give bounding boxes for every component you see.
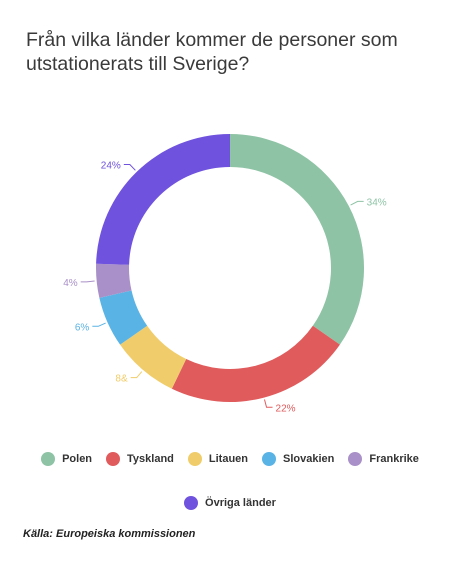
legend-label-ovriga-lander: Övriga länder	[205, 497, 276, 509]
donut-slice-tyskland[interactable]	[171, 325, 340, 402]
leader-line-litauen	[130, 371, 143, 379]
data-label-frankrike: 4%	[63, 278, 78, 289]
legend-label-polen: Polen	[62, 453, 93, 465]
donut-slice-ovriga-lander[interactable]	[96, 134, 230, 265]
legend-item-frankrike[interactable]: Frankrike	[348, 451, 419, 467]
leader-line-polen	[350, 200, 364, 206]
donut-slice-slovakien[interactable]	[99, 290, 148, 345]
leader-line-slovakien	[92, 322, 106, 327]
chart-title: Från vilka länder kommer de personer som…	[26, 29, 398, 75]
data-label-polen: 34%	[367, 197, 387, 208]
legend-swatch-tyskland	[106, 452, 121, 466]
legend-swatch-polen	[41, 452, 56, 466]
donut-slice-litauen[interactable]	[120, 325, 187, 389]
leader-line-tyskland	[264, 399, 273, 408]
legend-item-ovriga-lander[interactable]: Övriga länder	[184, 495, 276, 511]
legend-item-tyskland[interactable]: Tyskland	[106, 451, 174, 467]
legend-swatch-frankrike	[348, 452, 363, 466]
legend-swatch-ovriga-lander	[184, 496, 199, 510]
donut-slice-polen[interactable]	[230, 134, 364, 345]
data-label-ovriga-lander: 24%	[101, 161, 121, 172]
legend-label-litauen: Litauen	[208, 453, 249, 465]
legend-item-slovakien[interactable]: Slovakien	[262, 451, 334, 467]
donut-slice-frankrike[interactable]	[95, 263, 132, 298]
data-label-tyskland: 22%	[276, 403, 296, 414]
legend-swatch-slovakien	[262, 452, 277, 466]
legend-item-polen[interactable]: Polen	[41, 451, 92, 467]
data-label-litauen: 8&	[115, 374, 128, 385]
source-note: Källa: Europeiska kommissionen	[23, 528, 196, 540]
legend-item-litauen[interactable]: Litauen	[187, 451, 249, 467]
legend-label-slovakien: Slovakien	[283, 453, 335, 465]
legend-swatch-litauen	[187, 452, 202, 466]
donut-chart: 34% 22% 8&6% 4% 24%	[63, 134, 387, 414]
legend-label-frankrike: Frankrike	[369, 453, 419, 465]
leader-line-frankrike	[80, 280, 95, 283]
data-label-slovakien: 6%	[75, 322, 90, 333]
legend-label-tyskland: Tyskland	[127, 453, 174, 465]
leader-line-ovriga-lander	[123, 164, 136, 171]
chart-legend: Polen Tyskland Litauen Slovakien Frankri…	[30, 451, 430, 511]
